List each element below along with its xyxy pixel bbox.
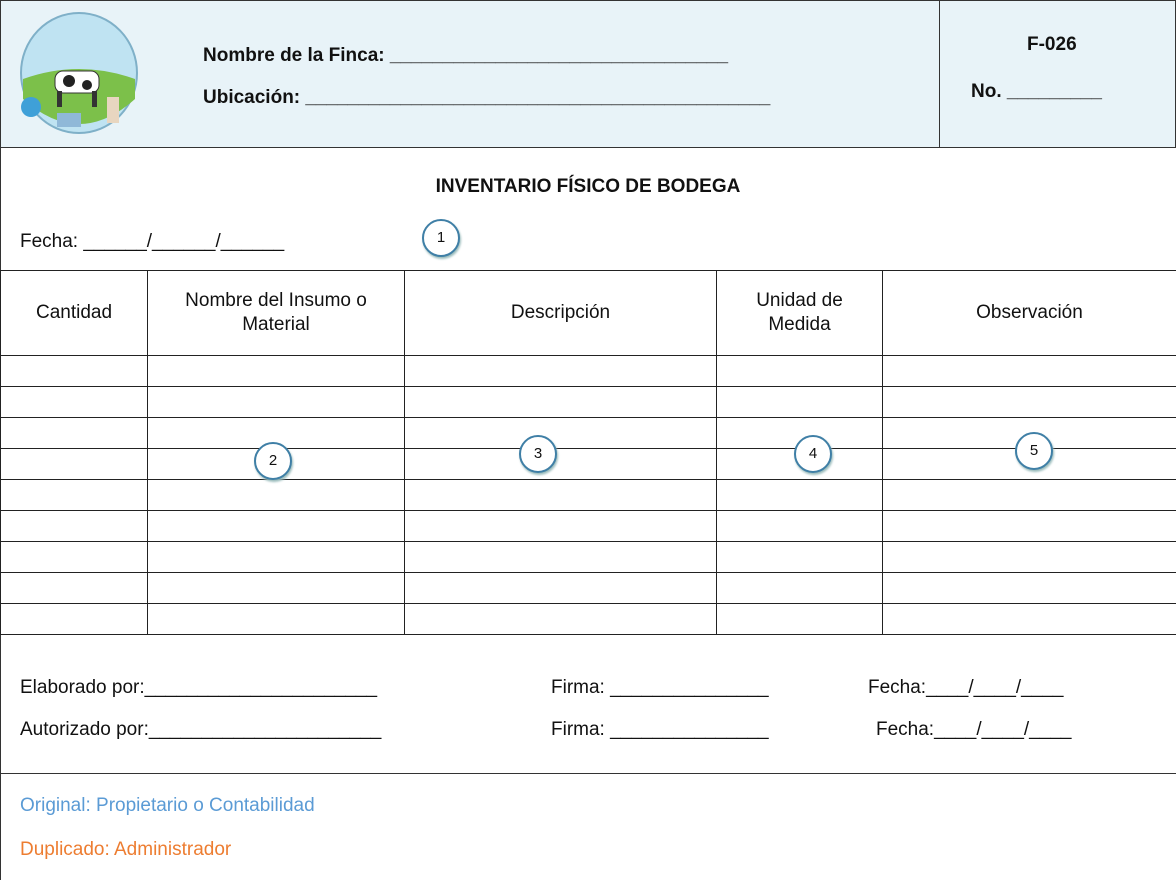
table-row (0, 355, 1176, 387)
form-code: F-026 (1027, 34, 1077, 55)
signature-date: Fecha:____/____/____ (876, 719, 1071, 741)
table-cell (0, 479, 148, 511)
date-label: Fecha: (20, 231, 79, 252)
table-cell (147, 603, 405, 635)
column-header: Unidad de Medida (716, 270, 883, 356)
table-cell (882, 479, 1176, 511)
table-cell (716, 479, 883, 511)
form-title: INVENTARIO FÍSICO DE BODEGA (435, 176, 741, 197)
callout: 1 (422, 219, 460, 257)
table-cell (882, 541, 1176, 573)
header-divider (939, 1, 940, 147)
table-row (0, 603, 1176, 635)
table-cell (404, 417, 717, 449)
separator (0, 773, 1176, 774)
number-blank: _________ (1006, 81, 1102, 102)
column-header: Observación (882, 270, 1176, 356)
farm-label: Nombre de la Finca: (203, 45, 385, 66)
table-row (0, 510, 1176, 542)
table-cell (404, 479, 717, 511)
table-cell (147, 510, 405, 542)
table-cell (716, 572, 883, 604)
sign-label: Firma: (551, 719, 605, 740)
date-label: Fecha: (876, 719, 935, 740)
callout: 4 (794, 435, 832, 473)
header: Nombre de la Finca: ____________________… (0, 0, 1176, 148)
table-cell (404, 510, 717, 542)
date-label: Fecha: (868, 677, 927, 698)
table-row (0, 572, 1176, 604)
table-cell (0, 572, 148, 604)
table-body (0, 355, 1176, 635)
table-cell (147, 572, 405, 604)
signature-label: Elaborado por: (20, 677, 145, 698)
table-row (0, 448, 1176, 480)
inventory-table: Cantidad Nombre del Insumo o Material Desc… (0, 270, 1176, 635)
signature-label: Autorizado por: (20, 719, 149, 740)
table-row (0, 417, 1176, 449)
table-cell (716, 541, 883, 573)
table-row (0, 386, 1176, 418)
logo (20, 12, 138, 134)
table-cell (882, 510, 1176, 542)
table-cell (147, 541, 405, 573)
table-cell (0, 355, 148, 387)
sign-blank: _______________ (610, 719, 769, 740)
table-cell (0, 541, 148, 573)
table-cell (404, 386, 717, 418)
number-label: No. (971, 81, 1002, 102)
table-cell (0, 510, 148, 542)
table-cell (716, 510, 883, 542)
table-cell (404, 572, 717, 604)
signature-by: Elaborado por:______________________ (20, 677, 377, 699)
signature-blank: ______________________ (148, 719, 382, 740)
column-header: Cantidad (0, 270, 148, 356)
table-cell (404, 355, 717, 387)
table-cell (882, 355, 1176, 387)
original-copy: Original: Propietario o Contabilidad (20, 795, 315, 816)
duplicate-copy: Duplicado: Administrador (20, 839, 232, 860)
table-cell (404, 603, 717, 635)
callout: 2 (254, 442, 292, 480)
table-cell (0, 417, 148, 449)
column-header: Descripción (404, 270, 717, 356)
table-cell (882, 572, 1176, 604)
table-cell (882, 386, 1176, 418)
location-blank: ________________________________________… (305, 87, 771, 108)
table-cell (0, 448, 148, 480)
location-label: Ubicación: (203, 87, 301, 108)
table-row (0, 541, 1176, 573)
table-cell (147, 355, 405, 387)
signature-sign: Firma: _______________ (551, 677, 769, 699)
signature-sign: Firma: _______________ (551, 719, 769, 741)
signature-date: Fecha:____/____/____ (868, 677, 1063, 699)
signature-blank: ______________________ (144, 677, 378, 698)
table-row (0, 479, 1176, 511)
header-row: Cantidad Nombre del Insumo o Material Desc… (0, 270, 1176, 356)
signature-by: Autorizado por:______________________ (20, 719, 381, 741)
column-header: Nombre del Insumo o Material (147, 270, 405, 356)
date-blank: ____/____/____ (934, 719, 1072, 740)
table-cell (147, 386, 405, 418)
table-cell (404, 448, 717, 480)
date-blank: ______/______/______ (83, 231, 285, 252)
table-cell (404, 541, 717, 573)
table-cell (0, 386, 148, 418)
table-cell (147, 479, 405, 511)
table-cell (716, 386, 883, 418)
table-cell (0, 603, 148, 635)
sign-blank: _______________ (610, 677, 769, 698)
callout: 5 (1015, 432, 1053, 470)
table-cell (716, 603, 883, 635)
date-blank: ____/____/____ (926, 677, 1064, 698)
callout: 3 (519, 435, 557, 473)
farm-blank: ________________________________ (389, 45, 729, 66)
sign-label: Firma: (551, 677, 605, 698)
table-cell (716, 355, 883, 387)
table-cell (882, 603, 1176, 635)
